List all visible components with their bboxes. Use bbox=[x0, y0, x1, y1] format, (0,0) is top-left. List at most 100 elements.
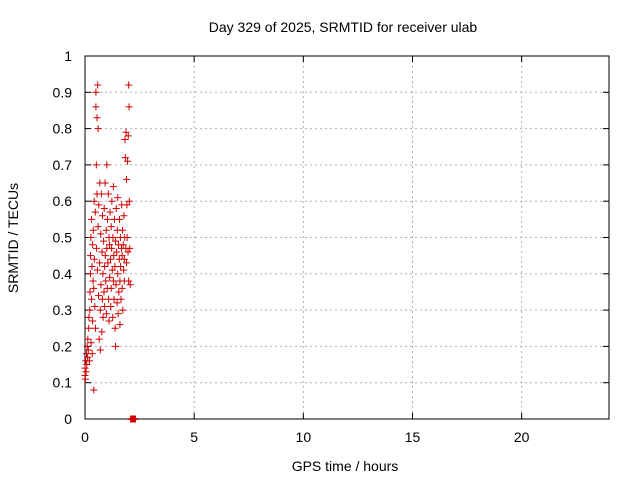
data-point bbox=[107, 284, 115, 292]
data-point bbox=[113, 299, 121, 307]
data-point bbox=[119, 306, 127, 314]
data-point bbox=[125, 103, 133, 111]
data-point bbox=[117, 263, 125, 271]
data-point bbox=[112, 237, 120, 245]
data-point bbox=[94, 223, 102, 231]
data-point bbox=[86, 306, 94, 314]
data-point bbox=[109, 313, 117, 321]
data-point bbox=[89, 241, 97, 249]
data-point bbox=[116, 321, 124, 329]
data-point bbox=[107, 302, 115, 310]
data-point bbox=[84, 335, 92, 343]
data-point bbox=[108, 197, 116, 205]
data-point bbox=[94, 125, 102, 133]
data-point bbox=[90, 284, 98, 292]
data-point bbox=[112, 342, 120, 350]
data-point bbox=[122, 259, 130, 267]
chart-title: Day 329 of 2025, SRMTID for receiver ula… bbox=[209, 19, 478, 35]
y-tick-label: 0.7 bbox=[53, 157, 73, 173]
data-point bbox=[88, 215, 96, 223]
data-point bbox=[87, 234, 95, 241]
data-point bbox=[109, 183, 117, 191]
data-point bbox=[85, 357, 93, 365]
data-point bbox=[94, 81, 102, 89]
data-point bbox=[125, 277, 133, 285]
data-point bbox=[104, 259, 112, 267]
data-point bbox=[125, 81, 133, 89]
data-point bbox=[81, 364, 89, 372]
data-point-zero bbox=[131, 415, 139, 423]
data-point bbox=[122, 128, 130, 136]
data-point bbox=[90, 197, 98, 205]
data-point bbox=[118, 252, 126, 260]
data-point bbox=[112, 204, 120, 212]
data-point bbox=[100, 288, 108, 296]
data-point bbox=[124, 132, 132, 140]
x-tick-label: 15 bbox=[405, 429, 421, 445]
data-point bbox=[117, 295, 125, 303]
data-point bbox=[96, 306, 104, 314]
data-point bbox=[108, 266, 116, 274]
data-point bbox=[121, 135, 129, 143]
data-point bbox=[93, 244, 101, 252]
data-point bbox=[98, 212, 106, 220]
data-point bbox=[122, 175, 130, 183]
data-point bbox=[113, 248, 121, 256]
y-tick-label: 0.9 bbox=[53, 84, 73, 100]
data-point bbox=[121, 154, 129, 162]
data-point bbox=[92, 161, 100, 169]
tick-labels: 00.10.20.30.40.50.60.70.80.910 5 10 15 20 bbox=[53, 48, 530, 445]
data-point bbox=[98, 328, 106, 336]
data-point bbox=[115, 215, 123, 223]
data-point bbox=[106, 273, 114, 281]
y-tick-label: 0.6 bbox=[53, 193, 73, 209]
data-point bbox=[111, 324, 119, 332]
x-tick-label: 5 bbox=[190, 429, 198, 445]
data-point bbox=[86, 252, 94, 260]
data-point bbox=[101, 252, 109, 260]
data-point bbox=[97, 281, 105, 289]
data-point bbox=[120, 266, 128, 274]
data-point bbox=[90, 255, 98, 263]
data-point bbox=[84, 353, 92, 361]
data-point bbox=[120, 212, 128, 220]
y-tick-label: 0.8 bbox=[53, 121, 73, 137]
data-point bbox=[97, 230, 105, 238]
data-point bbox=[89, 226, 97, 234]
data-point bbox=[87, 339, 95, 347]
data-point bbox=[110, 295, 118, 303]
grid bbox=[85, 56, 609, 419]
x-axis-label: GPS time / hours bbox=[292, 458, 399, 474]
x-tick-label: 10 bbox=[296, 429, 312, 445]
x-tick-label: 20 bbox=[514, 429, 530, 445]
y-axis-label: SRMTID / TECUs bbox=[5, 183, 21, 293]
data-point bbox=[98, 295, 106, 303]
data-point bbox=[101, 263, 109, 271]
data-point bbox=[120, 255, 128, 263]
data-point bbox=[118, 284, 126, 292]
data-point bbox=[83, 342, 91, 350]
data-point bbox=[99, 270, 107, 278]
x-tick-label: 0 bbox=[81, 429, 89, 445]
data-point bbox=[95, 201, 103, 209]
data-point bbox=[91, 324, 99, 332]
data-point bbox=[102, 310, 110, 318]
data-point bbox=[88, 350, 96, 358]
data-point bbox=[119, 241, 127, 249]
data-point bbox=[88, 263, 96, 271]
data-point bbox=[96, 259, 104, 267]
data-point bbox=[103, 215, 111, 223]
data-point bbox=[106, 208, 114, 216]
data-point bbox=[101, 302, 109, 310]
data-point bbox=[85, 313, 93, 321]
data-point bbox=[123, 201, 131, 209]
data-point bbox=[83, 361, 91, 369]
data-point bbox=[105, 241, 113, 249]
data-point bbox=[112, 281, 120, 289]
y-tick-label: 1 bbox=[64, 48, 72, 64]
data-point bbox=[103, 161, 111, 169]
data-point bbox=[92, 88, 100, 96]
data-point bbox=[99, 313, 107, 321]
data-point bbox=[105, 317, 113, 325]
